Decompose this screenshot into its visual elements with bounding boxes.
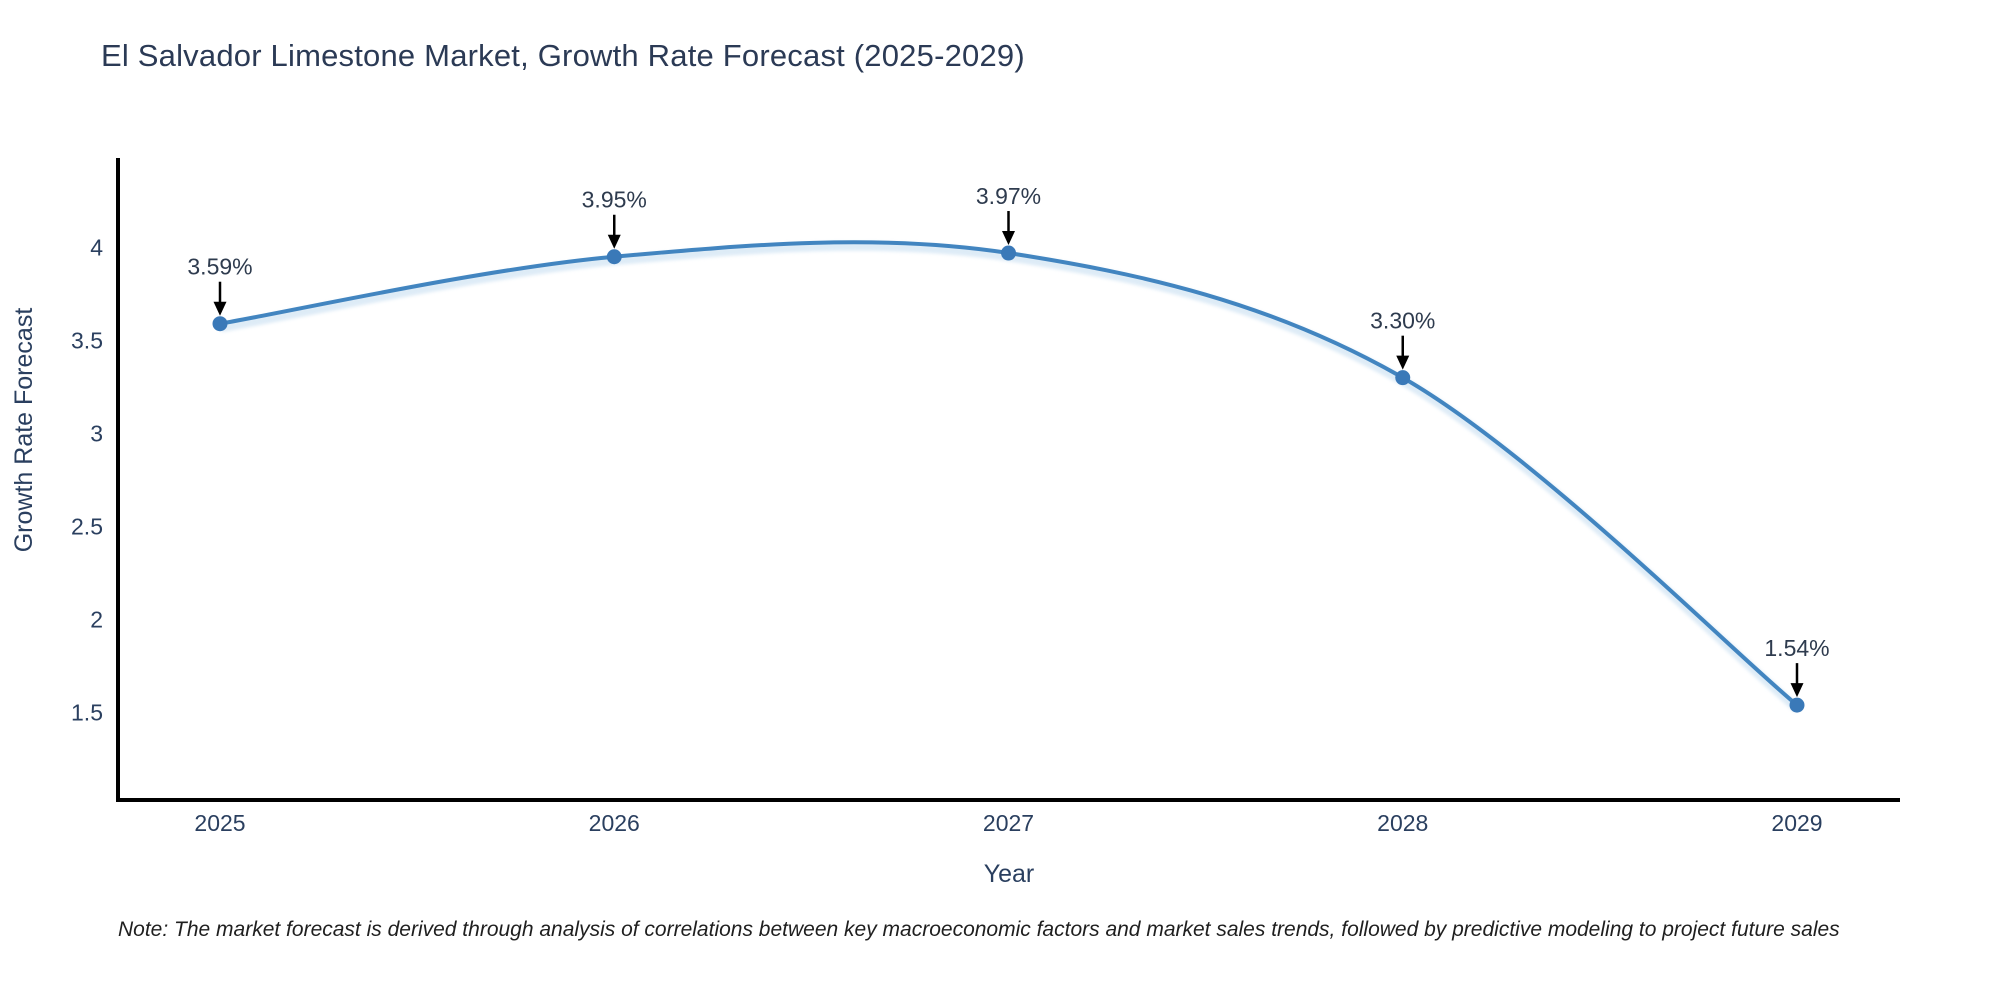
annotation-arrow-head (213, 301, 227, 316)
data-point-2029 (1789, 697, 1805, 713)
series-line (218, 240, 1799, 708)
annotation-arrow-head (607, 234, 621, 249)
series-line-halo (220, 241, 1801, 713)
x-tick-label: 2027 (983, 810, 1034, 836)
x-tick-label: 2028 (1377, 810, 1428, 836)
annotation-label: 3.95% (582, 187, 647, 213)
x-axis-title: Year (984, 860, 1035, 888)
annotation-label: 3.97% (976, 183, 1041, 209)
y-tick-label: 2 (90, 607, 103, 633)
annotation-arrow-head (1396, 355, 1410, 370)
data-point-2026 (606, 249, 622, 265)
annotation-label: 3.30% (1370, 308, 1435, 334)
y-axis-title: Growth Rate Forecast (10, 308, 38, 553)
x-tick-label: 2025 (194, 810, 245, 836)
data-point-2028 (1395, 370, 1411, 386)
y-tick-label: 3.5 (71, 327, 103, 353)
y-tick-label: 4 (90, 234, 103, 260)
y-tick-label: 3 (90, 420, 103, 446)
x-tick-label: 2029 (1771, 810, 1822, 836)
annotation-label: 3.59% (187, 254, 252, 280)
annotation-arrow-head (1790, 683, 1804, 698)
y-tick-label: 2.5 (71, 514, 103, 540)
y-tick-label: 1.5 (71, 700, 103, 726)
chart-title: El Salvador Limestone Market, Growth Rat… (101, 38, 1025, 73)
x-tick-label: 2026 (589, 810, 640, 836)
annotation-arrow-head (1002, 231, 1015, 246)
annotation-label: 1.54% (1764, 635, 1829, 661)
footnote: Note: The market forecast is derived thr… (118, 918, 1840, 941)
data-point-2025 (212, 316, 228, 332)
data-point-2027 (1001, 245, 1016, 261)
